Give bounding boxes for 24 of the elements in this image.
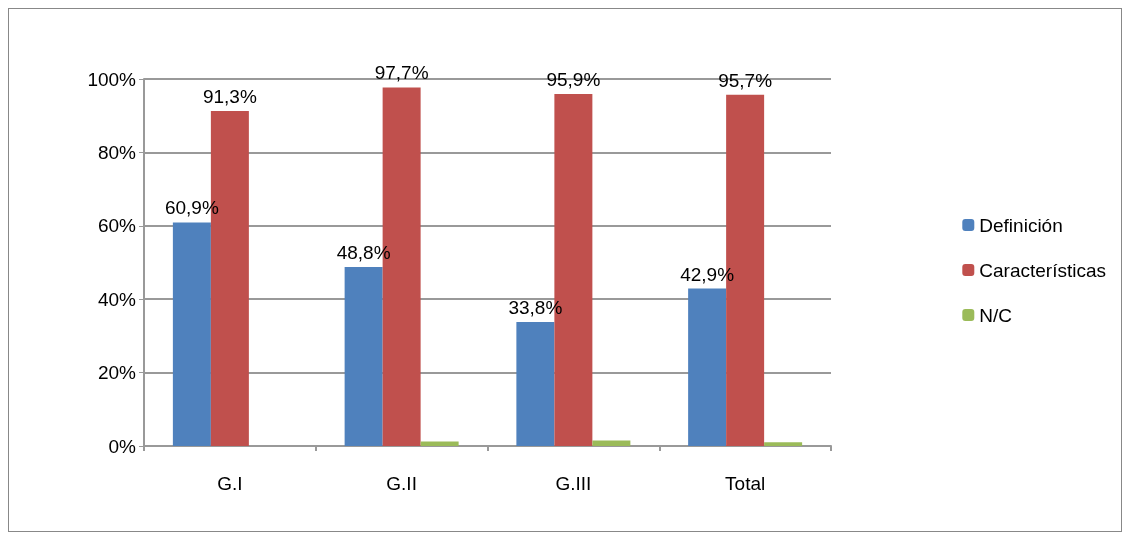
y-tick-label: 20% (97, 362, 137, 384)
data-label: 95,9% (546, 69, 601, 91)
x-tick-label: Total (725, 473, 766, 494)
y-tick-label: 0% (108, 435, 137, 457)
data-label: 91,3% (202, 85, 257, 107)
bar (420, 441, 459, 446)
x-tick-label: G.II (386, 473, 417, 494)
bar (516, 321, 555, 446)
x-tick-label: G.III (555, 473, 592, 494)
data-label: 95,7% (718, 69, 773, 91)
bar (172, 222, 211, 446)
legend-label: N/C (979, 304, 1013, 326)
bar (688, 288, 727, 446)
bar (592, 440, 631, 446)
y-tick-label: 40% (97, 288, 137, 310)
y-tick-label: 80% (97, 141, 137, 163)
bar (344, 266, 383, 446)
y-tick-label: 60% (97, 215, 137, 237)
bar (764, 442, 803, 446)
y-tick-label: 100% (87, 68, 137, 90)
legend-label: Definición (979, 214, 1063, 236)
x-tick-label: G.I (217, 473, 243, 494)
legend-label: Características (979, 259, 1106, 281)
data-label: 97,7% (374, 62, 429, 84)
